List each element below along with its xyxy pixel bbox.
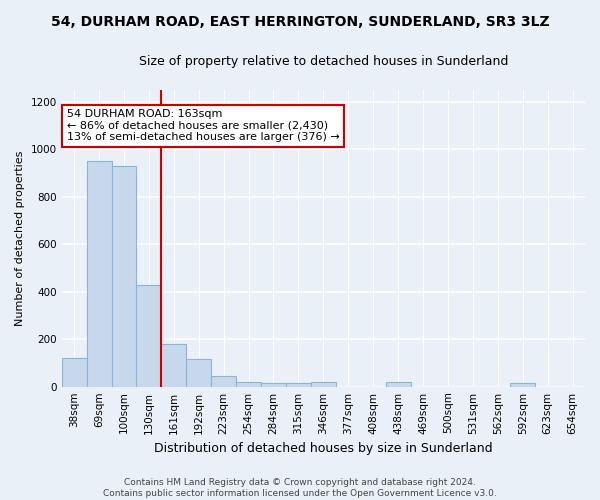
Y-axis label: Number of detached properties: Number of detached properties xyxy=(15,150,25,326)
Bar xyxy=(386,382,410,386)
Bar xyxy=(136,284,161,386)
Bar xyxy=(186,360,211,386)
Bar xyxy=(112,166,136,386)
X-axis label: Distribution of detached houses by size in Sunderland: Distribution of detached houses by size … xyxy=(154,442,493,455)
Bar xyxy=(86,161,112,386)
Text: 54, DURHAM ROAD, EAST HERRINGTON, SUNDERLAND, SR3 3LZ: 54, DURHAM ROAD, EAST HERRINGTON, SUNDER… xyxy=(50,15,550,29)
Bar xyxy=(161,344,186,387)
Title: Size of property relative to detached houses in Sunderland: Size of property relative to detached ho… xyxy=(139,55,508,68)
Text: 54 DURHAM ROAD: 163sqm
← 86% of detached houses are smaller (2,430)
13% of semi-: 54 DURHAM ROAD: 163sqm ← 86% of detached… xyxy=(67,110,340,142)
Text: Contains HM Land Registry data © Crown copyright and database right 2024.
Contai: Contains HM Land Registry data © Crown c… xyxy=(103,478,497,498)
Bar xyxy=(286,383,311,386)
Bar xyxy=(311,382,336,386)
Bar xyxy=(211,376,236,386)
Bar xyxy=(261,383,286,386)
Bar xyxy=(510,383,535,386)
Bar xyxy=(236,382,261,386)
Bar xyxy=(62,358,86,386)
